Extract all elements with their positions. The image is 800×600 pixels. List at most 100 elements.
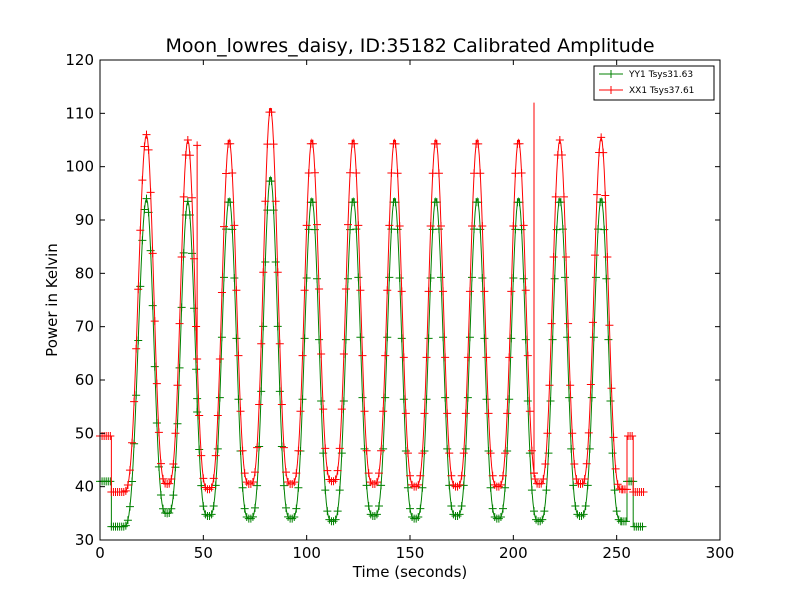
data-point [177,303,186,312]
data-point [209,474,218,483]
data-point [310,168,319,177]
data-point [142,130,151,139]
data-point [399,353,408,362]
data-point [292,469,301,478]
y-tick-label: 50 [75,424,94,442]
data-point [193,394,202,403]
data-point [503,409,512,418]
data-point [150,317,159,326]
data-point [499,504,507,513]
data-point [215,393,224,402]
data-point [183,197,192,206]
data-point [580,474,589,483]
data-point [261,257,270,266]
data-point [401,447,410,456]
data-point [607,384,616,393]
data-point [226,198,235,207]
plot-area [100,60,720,540]
data-point [391,198,400,207]
data-point [486,449,495,458]
data-point [192,322,201,331]
data-point [572,474,581,483]
data-point [271,197,280,206]
data-point [564,319,573,328]
data-point [505,353,514,362]
data-point [267,108,276,117]
data-point [125,466,134,475]
data-point [551,192,560,201]
data-point [424,287,433,296]
data-point [187,193,196,202]
data-point [344,220,352,229]
data-point [597,133,606,142]
data-point [220,222,228,231]
data-point [501,449,510,458]
data-point [228,169,237,178]
data-point [559,192,568,201]
data-point [598,198,607,207]
data-point [190,254,199,263]
y-tick-label: 80 [75,264,94,282]
data-point [468,221,476,230]
data-point [393,169,402,178]
data-point [230,221,239,230]
data-point [414,480,423,489]
data-point [317,396,326,405]
data-point [339,350,348,358]
data-point [319,405,328,414]
data-point [199,474,208,483]
data-point [156,459,165,468]
data-point [350,139,359,148]
data-point [437,273,445,282]
data-point [234,351,243,360]
data-point [499,471,507,480]
data-point [154,428,163,437]
data-point [275,387,284,396]
data-point [344,274,352,283]
data-point [537,479,546,488]
data-point [482,353,491,362]
data-point [432,139,441,148]
data-point [352,169,361,178]
data-point [152,379,161,388]
data-point [372,478,381,487]
data-point [395,274,404,283]
series-line-yy1 [100,175,644,528]
data-point [267,177,276,186]
data-point [277,442,286,451]
data-point [333,466,342,475]
data-point [550,274,559,283]
y-tick-label: 110 [65,104,94,122]
data-point [119,522,128,531]
axes-layer: 0 50 100 150 200 250 300 30 40 50 60 70 80 90 100 110 12… [65,51,734,562]
data-point [461,444,470,453]
data-point [130,439,139,448]
data-point [441,353,450,362]
data-point [165,508,174,517]
data-point [412,514,421,523]
data-point [173,419,182,428]
data-point [527,486,536,495]
data-point [341,285,350,294]
legend-label-yy1: YY1 Tsys31.63 [628,70,693,80]
data-point [121,521,130,530]
data-point [582,459,591,468]
legend-marker-xx1 [607,86,615,94]
data-point [257,339,266,348]
data-point [341,335,350,344]
data-point [292,504,301,513]
data-point [601,191,610,200]
data-point [140,142,149,151]
data-point [494,514,503,523]
data-point [290,478,299,487]
data-point [586,380,595,389]
data-point [548,335,557,344]
data-point [273,322,282,331]
data-point [323,507,332,516]
data-point [337,405,346,414]
data-point [509,221,518,230]
data-point [588,318,597,327]
data-point [474,139,483,148]
data-point [556,198,565,207]
x-tick-label: 200 [499,544,528,562]
